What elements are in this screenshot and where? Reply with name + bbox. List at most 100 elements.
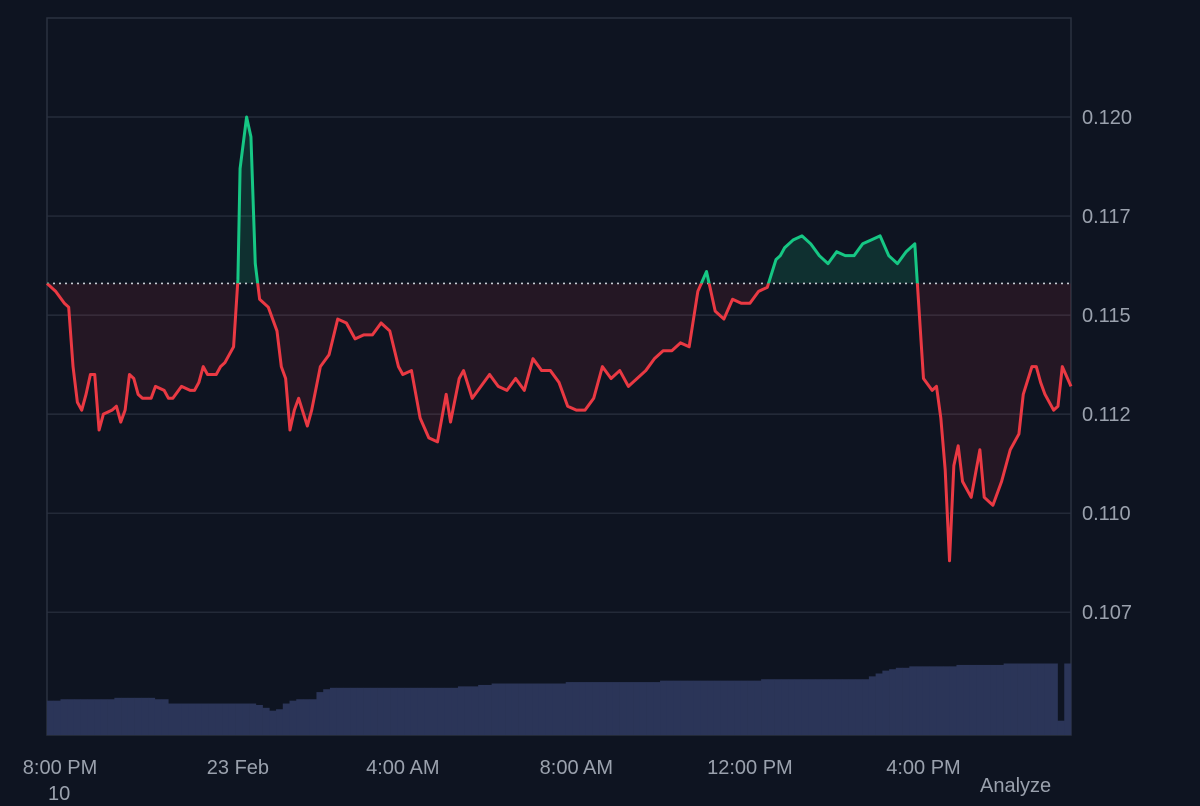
x-axis: 8:00 PM 23 Feb 4:00 AM 8:00 AM 12:00 PM 4:00 … (23, 757, 961, 779)
volume-bar (936, 666, 944, 735)
volume-bar (963, 664, 971, 735)
analyze-link[interactable]: Analyze (980, 775, 1052, 797)
range-label[interactable]: 10 (48, 783, 71, 805)
volume-bar (525, 683, 533, 735)
volume-bar (875, 673, 883, 735)
volume-bar (484, 684, 492, 735)
volume-bar (761, 679, 769, 735)
x-tick-label: 8:00 PM (23, 757, 97, 779)
volume-bar (862, 679, 870, 735)
volume-bar (356, 687, 364, 735)
volume-bar (255, 704, 263, 735)
volume-bar (1050, 663, 1058, 735)
volume-bar (660, 680, 668, 735)
volume-bar (996, 664, 1004, 735)
volume-bar (390, 687, 398, 735)
volume-bar (767, 679, 775, 735)
price-line-below-baseline (45, 283, 1073, 563)
volume-bar (431, 687, 439, 735)
y-tick-label: 0.107 (1082, 602, 1132, 624)
volume-bar (505, 683, 513, 735)
volume-bar (148, 697, 156, 735)
volume-bar (168, 703, 176, 735)
volume-bar (720, 680, 728, 735)
volume-bar (559, 683, 567, 735)
volume-bar (73, 699, 81, 735)
volume-bar (747, 680, 755, 735)
x-tick-label: 8:00 AM (540, 757, 613, 779)
volume-bar (633, 682, 641, 735)
volume-bar (1037, 663, 1045, 735)
volume-bar (788, 679, 796, 735)
volume-bar (336, 687, 344, 735)
volume-bar (801, 679, 809, 735)
volume-bar (161, 699, 169, 735)
volume-bar (734, 680, 742, 735)
volume-bar (916, 666, 924, 735)
volume-bar (296, 699, 304, 735)
volume-bar (53, 700, 61, 735)
volume-bar (222, 703, 230, 735)
volume-bar (370, 687, 378, 735)
volume-bar (350, 687, 358, 735)
volume-bar (707, 680, 715, 735)
volume-bar (303, 699, 311, 735)
volume-bar (424, 687, 432, 735)
volume-bar (943, 666, 951, 735)
volume-bar (909, 666, 917, 735)
volume-bar (1030, 663, 1038, 735)
volume-bar (889, 669, 897, 735)
volume-bar (377, 687, 385, 735)
volume-bar (114, 697, 122, 735)
volume-bar (1044, 663, 1052, 735)
volume-bar (868, 676, 876, 735)
volume-bar (363, 687, 371, 735)
area-below-baseline (47, 283, 1071, 561)
volume-bar (781, 679, 789, 735)
y-tick-label: 0.115 (1082, 305, 1131, 327)
volume-bar (329, 687, 337, 735)
volume-bar (713, 680, 721, 735)
volume-bar (922, 666, 930, 735)
volume-bar (929, 666, 937, 735)
volume-bar (687, 680, 695, 735)
volume-bar (1064, 663, 1072, 735)
volume-bar (532, 683, 540, 735)
volume-bar (673, 680, 681, 735)
y-tick-label: 0.112 (1082, 404, 1131, 426)
volume-bar (67, 699, 75, 735)
volume-bar (808, 679, 816, 735)
volume-bar (262, 707, 270, 735)
volume-bar (343, 687, 351, 735)
volume-bar (444, 687, 452, 735)
volume-bar (323, 689, 331, 735)
volume-bar (592, 682, 600, 735)
volume-bar (249, 703, 257, 735)
volume-bar (100, 699, 108, 735)
volume-bar (417, 687, 425, 735)
x-tick-label: 4:00 AM (366, 757, 439, 779)
volume-bar (498, 683, 506, 735)
x-tick-label: 4:00 PM (886, 757, 960, 779)
volume-bar (141, 697, 149, 735)
volume-bar (383, 687, 391, 735)
volume-bar (289, 700, 297, 735)
volume-bar (60, 699, 68, 735)
volume-bar (107, 699, 115, 735)
volume-bar (754, 680, 762, 735)
grid-lines (47, 116, 1071, 613)
volume-bar (599, 682, 607, 735)
y-tick-label: 0.110 (1082, 503, 1131, 525)
volume-bar (451, 687, 459, 735)
volume-bar (228, 703, 236, 735)
volume-bar (201, 703, 209, 735)
volume-bar (700, 680, 708, 735)
volume-bar (619, 682, 627, 735)
volume-bar (181, 703, 189, 735)
volume-bar (653, 682, 661, 735)
volume-bar (1017, 663, 1025, 735)
volume-bar (848, 679, 856, 735)
volume-bar (1023, 663, 1031, 735)
volume-bar (410, 687, 418, 735)
